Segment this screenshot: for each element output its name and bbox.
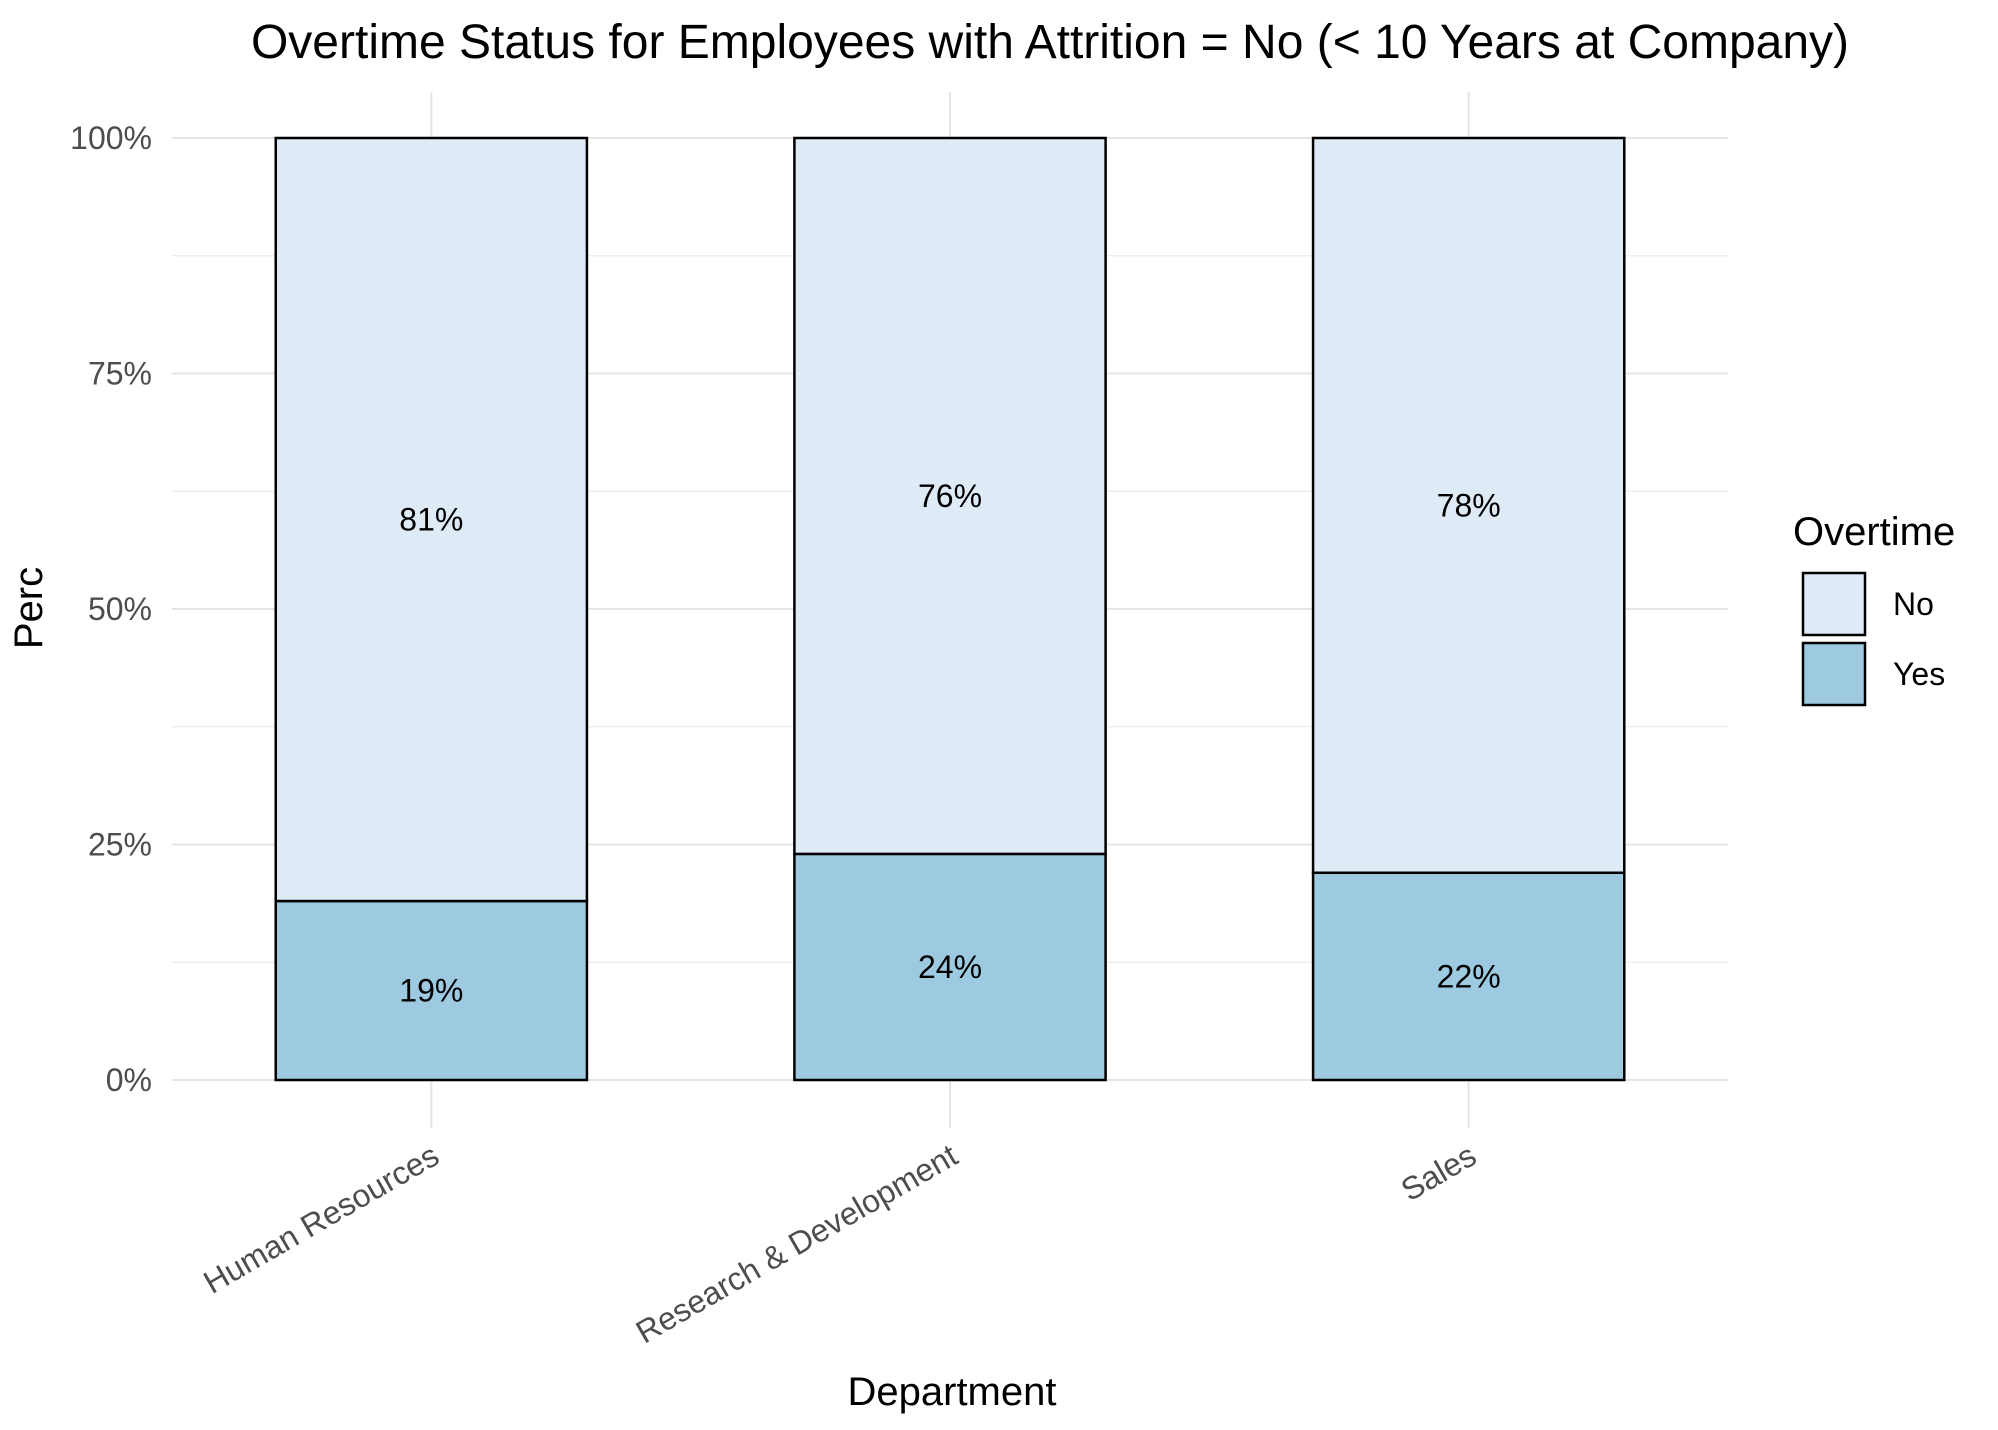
legend-title: Overtime bbox=[1793, 510, 1955, 554]
legend: Overtime No Yes bbox=[1793, 510, 1955, 707]
legend-key-yes bbox=[1801, 641, 1867, 707]
bar-no bbox=[793, 136, 1107, 856]
y-axis-label: Perc bbox=[7, 567, 51, 649]
data-label: 81% bbox=[399, 502, 463, 538]
legend-label: No bbox=[1893, 586, 1934, 622]
y-tick-label: 0% bbox=[106, 1062, 152, 1098]
legend-label: Yes bbox=[1893, 656, 1945, 692]
y-tick-label: 100% bbox=[70, 120, 152, 156]
chart-title: Overtime Status for Employees with Attri… bbox=[251, 16, 1849, 69]
legend-key-no bbox=[1801, 571, 1867, 637]
x-tick-label: Sales bbox=[1395, 1137, 1482, 1208]
data-labels: 19% 81% 24% 76% 22% 78% bbox=[399, 478, 1500, 1009]
bar-no bbox=[1311, 136, 1626, 875]
y-tick-label: 75% bbox=[88, 356, 152, 392]
x-axis-label: Department bbox=[848, 1370, 1057, 1414]
bar-no bbox=[274, 136, 589, 903]
data-label: 76% bbox=[918, 478, 982, 514]
data-label: 22% bbox=[1437, 958, 1501, 994]
bars bbox=[274, 136, 1626, 1082]
bar-yes bbox=[274, 899, 589, 1082]
data-label: 24% bbox=[918, 949, 982, 985]
data-label: 78% bbox=[1437, 487, 1501, 523]
x-tick-label: Human Resources bbox=[197, 1137, 444, 1301]
x-tick-label: Research & Development bbox=[630, 1137, 964, 1351]
data-label: 19% bbox=[399, 973, 463, 1009]
y-tick-label: 50% bbox=[88, 591, 152, 627]
x-axis-ticks: Human Resources Research & Development Sal… bbox=[197, 1137, 1482, 1351]
bar-yes bbox=[1311, 871, 1626, 1082]
y-axis-ticks: 0% 25% 50% 75% 100% bbox=[70, 120, 152, 1098]
y-tick-label: 25% bbox=[88, 827, 152, 863]
